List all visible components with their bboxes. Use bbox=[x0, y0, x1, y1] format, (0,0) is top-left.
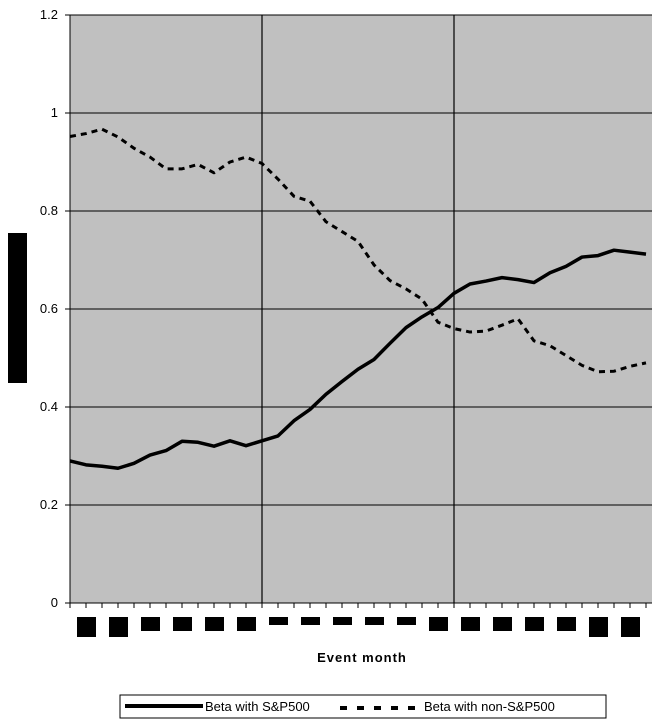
redacted-x-tick-label bbox=[333, 617, 352, 625]
redacted-x-tick-label bbox=[237, 617, 256, 631]
redacted-x-tick-label bbox=[461, 617, 480, 631]
redacted-x-tick-label bbox=[493, 617, 512, 631]
legend: Beta with S&P500 Beta with non-S&P500 bbox=[119, 694, 607, 719]
gridlines bbox=[70, 14, 652, 506]
event-lines bbox=[261, 15, 455, 603]
redacted-x-tick-label bbox=[557, 617, 576, 631]
series-layer bbox=[69, 127, 647, 470]
redacted-x-tick-label bbox=[109, 617, 128, 637]
redacted-x-tick-label bbox=[429, 617, 448, 631]
y-tick-label: 0.4 bbox=[40, 399, 58, 414]
redacted-x-tick-label bbox=[589, 617, 608, 637]
redacted-x-tick-label bbox=[621, 617, 640, 637]
y-tick-label: 0.6 bbox=[40, 301, 58, 316]
redacted-x-tick-label bbox=[301, 617, 320, 625]
redacted-x-tick-label bbox=[77, 617, 96, 637]
redacted-x-tick-label bbox=[173, 617, 192, 631]
legend-label-series-1: Beta with S&P500 bbox=[205, 699, 310, 714]
y-tick-label: 1 bbox=[51, 105, 58, 120]
redacted-y-axis-label bbox=[8, 233, 27, 383]
y-axis: 0 0.2 0.4 0.6 0.8 1 1.2 bbox=[40, 7, 71, 610]
series-line-1 bbox=[69, 248, 647, 470]
redacted-x-tick-label bbox=[269, 617, 288, 625]
x-axis bbox=[69, 602, 652, 608]
y-tick-label: 0 bbox=[51, 595, 58, 610]
y-tick-label: 1.2 bbox=[40, 7, 58, 22]
y-tick-label: 0.2 bbox=[40, 497, 58, 512]
redacted-x-tick-labels bbox=[77, 617, 640, 637]
redacted-x-tick-label bbox=[397, 617, 416, 625]
legend-label-series-2: Beta with non-S&P500 bbox=[424, 699, 555, 714]
redacted-x-tick-label bbox=[141, 617, 160, 631]
x-axis-title: Event month bbox=[317, 650, 407, 665]
redacted-x-tick-label bbox=[205, 617, 224, 631]
redacted-x-tick-label bbox=[365, 617, 384, 625]
redacted-x-tick-label bbox=[525, 617, 544, 631]
y-tick-label: 0.8 bbox=[40, 203, 58, 218]
